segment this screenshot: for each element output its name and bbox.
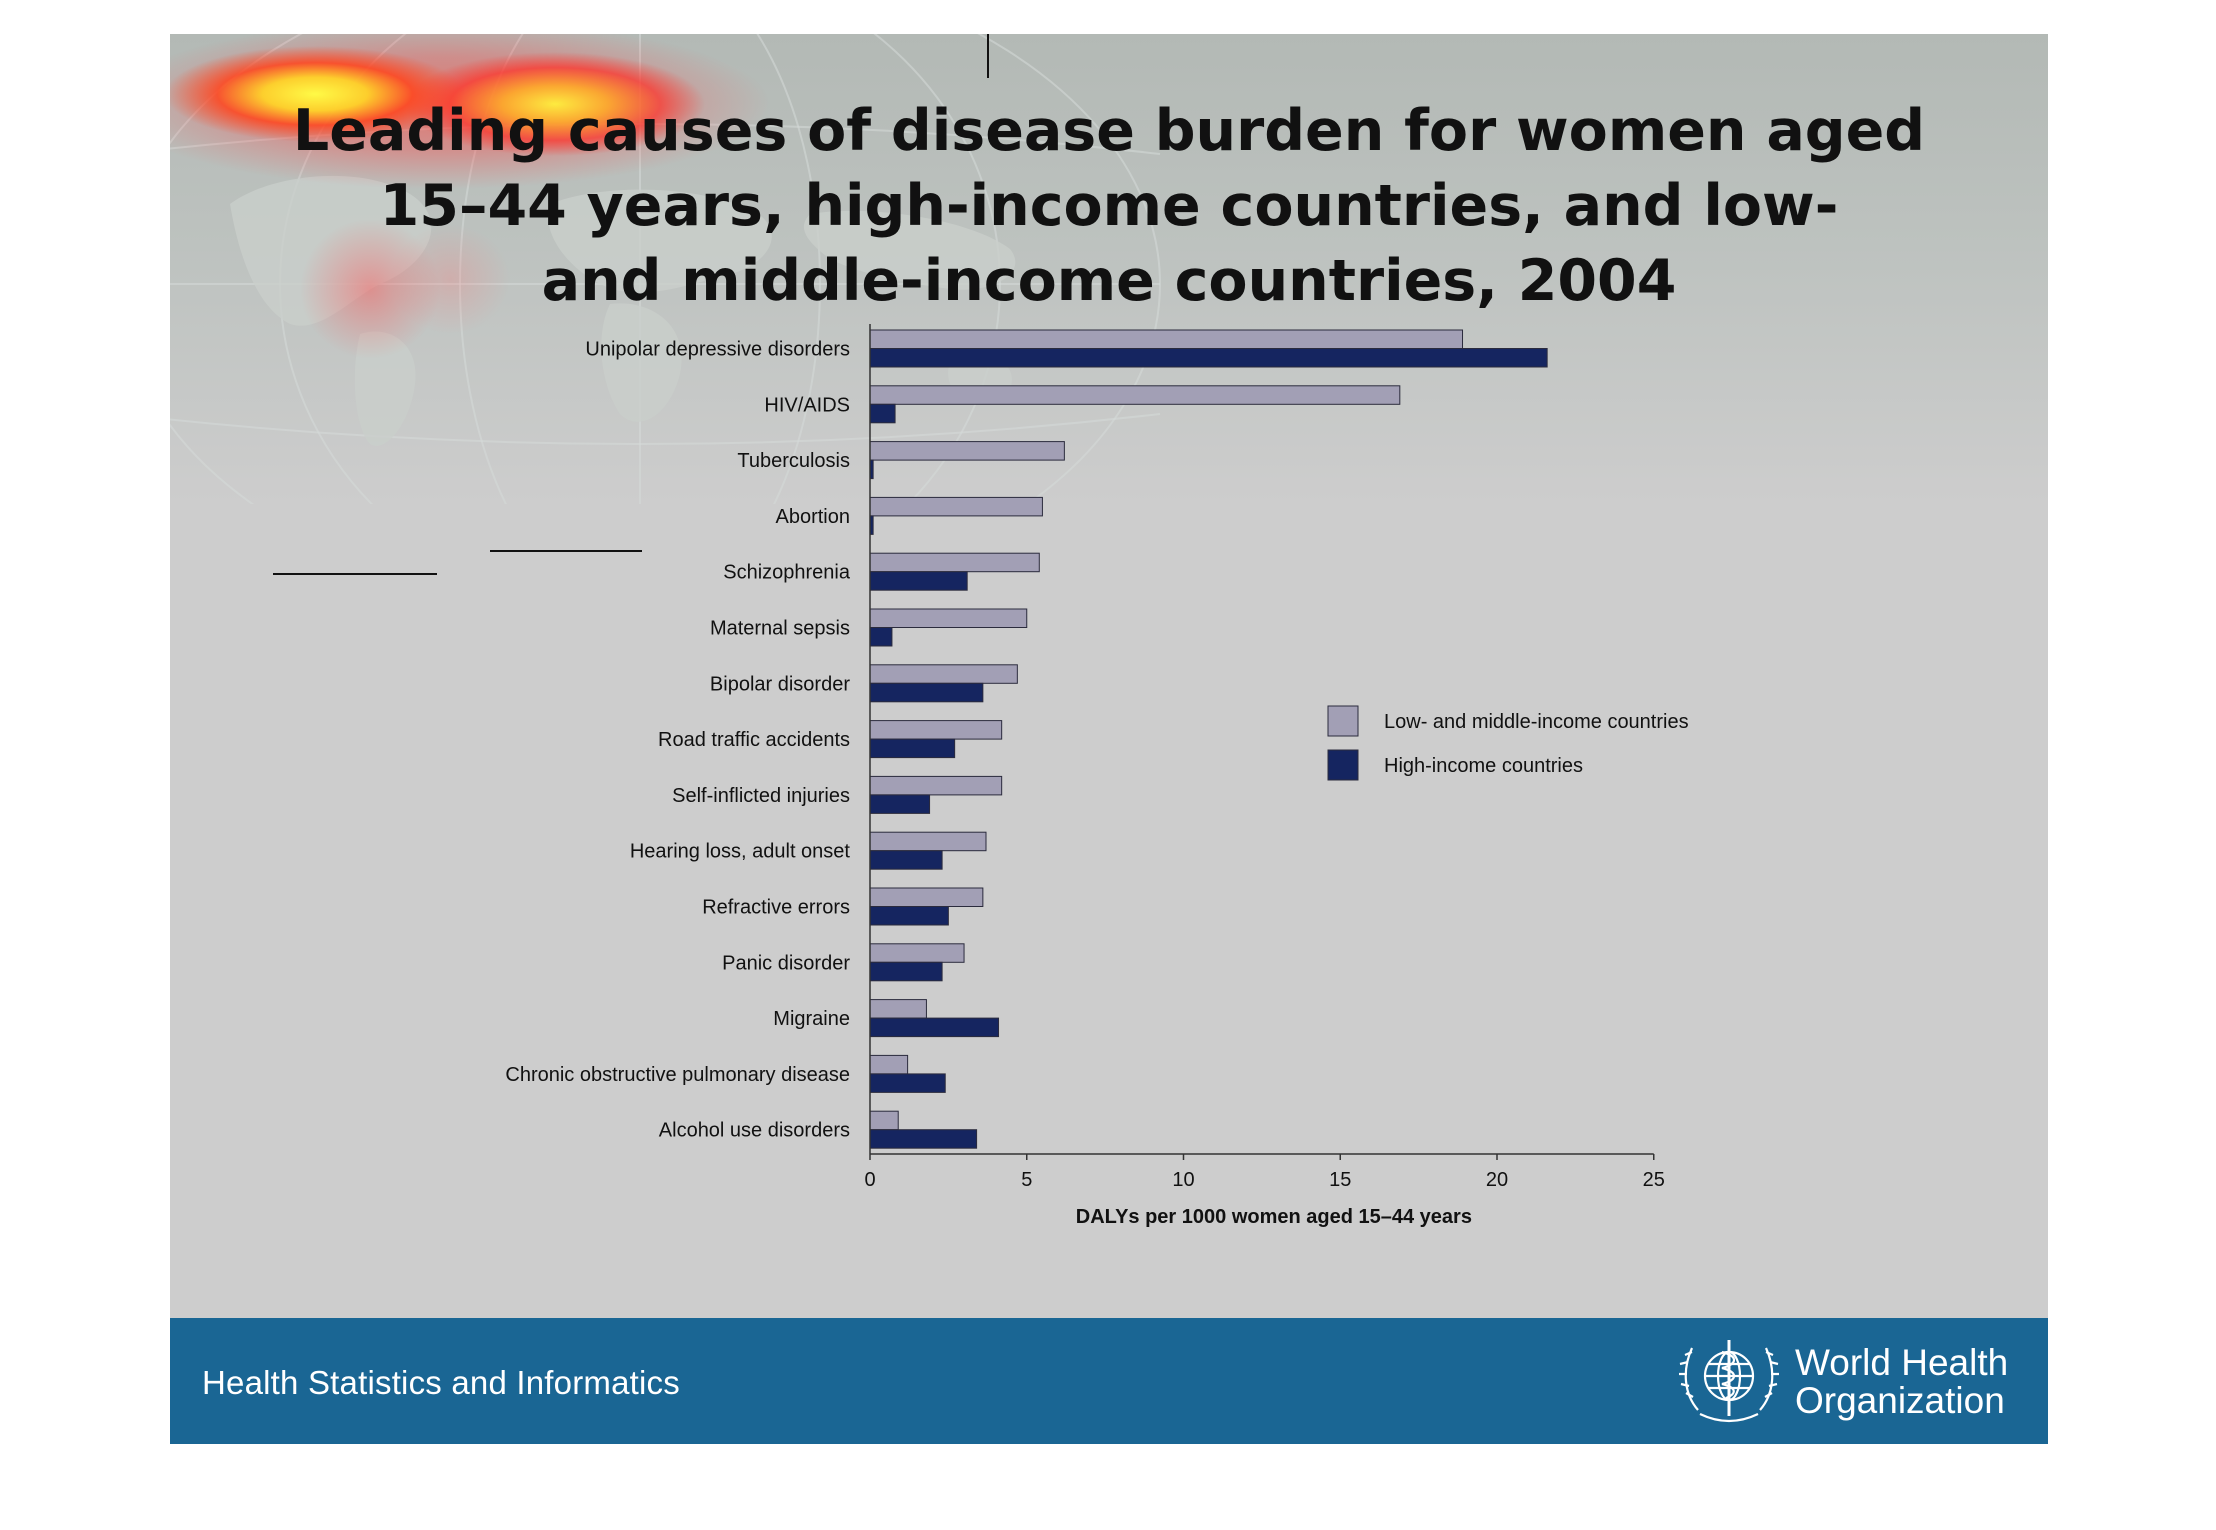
bar-low-middle	[869, 720, 1003, 740]
bar-high	[869, 961, 943, 982]
bar-low-middle	[869, 664, 1018, 684]
category-label: Migraine	[773, 1008, 850, 1030]
legend-label-low-middle: Low- and middle-income countries	[1384, 711, 1689, 733]
bar-high	[869, 627, 893, 647]
bar-low-middle	[869, 775, 1003, 796]
category-label: Bipolar disorder	[710, 673, 850, 695]
category-label: Tuberculosis	[737, 450, 850, 472]
legend-label-high: High-income countries	[1384, 755, 1583, 777]
category-label: Hearing loss, adult onset	[630, 841, 851, 863]
who-name-line-2: Organization	[1795, 1380, 2005, 1421]
who-name: World Health Organization	[1795, 1344, 2008, 1420]
bar-high	[869, 794, 931, 814]
category-label: Unipolar depressive disorders	[585, 339, 850, 361]
slide: Leading causes of disease burden for wom…	[170, 34, 2048, 1444]
category-label: HIV/AIDS	[764, 394, 850, 416]
category-label: Road traffic accidents	[658, 729, 850, 751]
artifact-line	[273, 573, 437, 575]
who-emblem-icon	[1679, 1340, 1779, 1423]
x-tick-label: 20	[1486, 1169, 1508, 1191]
bar-low-middle	[869, 496, 1043, 517]
x-tick-label: 25	[1643, 1169, 1665, 1191]
bar-low-middle	[869, 608, 1028, 628]
bar-high	[869, 906, 949, 926]
category-label: Maternal sepsis	[710, 618, 850, 640]
category-label: Panic disorder	[722, 952, 850, 974]
legend-swatch-high	[1327, 749, 1359, 781]
bar-low-middle	[869, 999, 927, 1019]
bar-low-middle	[869, 441, 1065, 461]
bar-high	[869, 403, 896, 424]
legend-swatch-low-middle	[1327, 705, 1359, 737]
x-axis-label: DALYs per 1000 women aged 15–44 years	[1076, 1206, 1472, 1228]
category-label: Schizophrenia	[723, 562, 851, 584]
title-line-2: 15–44 years, high-income countries, and …	[379, 173, 1839, 239]
bar-high	[869, 571, 968, 591]
title-line-3: and middle-income countries, 2004	[541, 248, 1677, 314]
x-tick-label: 10	[1172, 1169, 1194, 1191]
who-name-line-1: World Health	[1795, 1342, 2009, 1383]
bar-low-middle	[869, 943, 965, 963]
x-tick-label: 5	[1021, 1169, 1032, 1191]
bar-high	[869, 850, 943, 870]
title-line-1: Leading causes of disease burden for wom…	[292, 98, 1926, 164]
x-tick-label: 15	[1329, 1169, 1351, 1191]
bar-low-middle	[869, 552, 1040, 573]
bar-high	[869, 1017, 1000, 1038]
slide-title: Leading causes of disease burden for wom…	[170, 94, 2048, 319]
bar-high	[869, 1129, 978, 1149]
artifact-line	[987, 34, 989, 78]
artifact-line	[490, 550, 642, 552]
bar-high	[869, 738, 956, 759]
bar-high	[869, 348, 1548, 368]
category-label: Self-inflicted injuries	[672, 785, 850, 807]
category-label: Chronic obstructive pulmonary disease	[505, 1064, 850, 1086]
bar-high	[869, 682, 984, 703]
x-tick-label: 0	[864, 1169, 875, 1191]
footer-bar: Health Statistics and Informatics	[170, 1318, 2048, 1444]
bar-low-middle	[869, 329, 1464, 349]
bar-low-middle	[869, 1054, 909, 1075]
category-label: Alcohol use disorders	[659, 1120, 850, 1142]
footer-text: Health Statistics and Informatics	[202, 1364, 680, 1401]
bar-low-middle	[869, 831, 987, 852]
bar-low-middle	[869, 1110, 899, 1131]
bar-low-middle	[869, 887, 984, 907]
category-label: Refractive errors	[702, 897, 850, 919]
bar-low-middle	[869, 385, 1401, 405]
bar-high	[869, 1073, 946, 1093]
bar-chart: Unipolar depressive disorders HIV/AIDS Tub…	[505, 324, 1689, 1228]
category-label: Abortion	[776, 506, 851, 528]
